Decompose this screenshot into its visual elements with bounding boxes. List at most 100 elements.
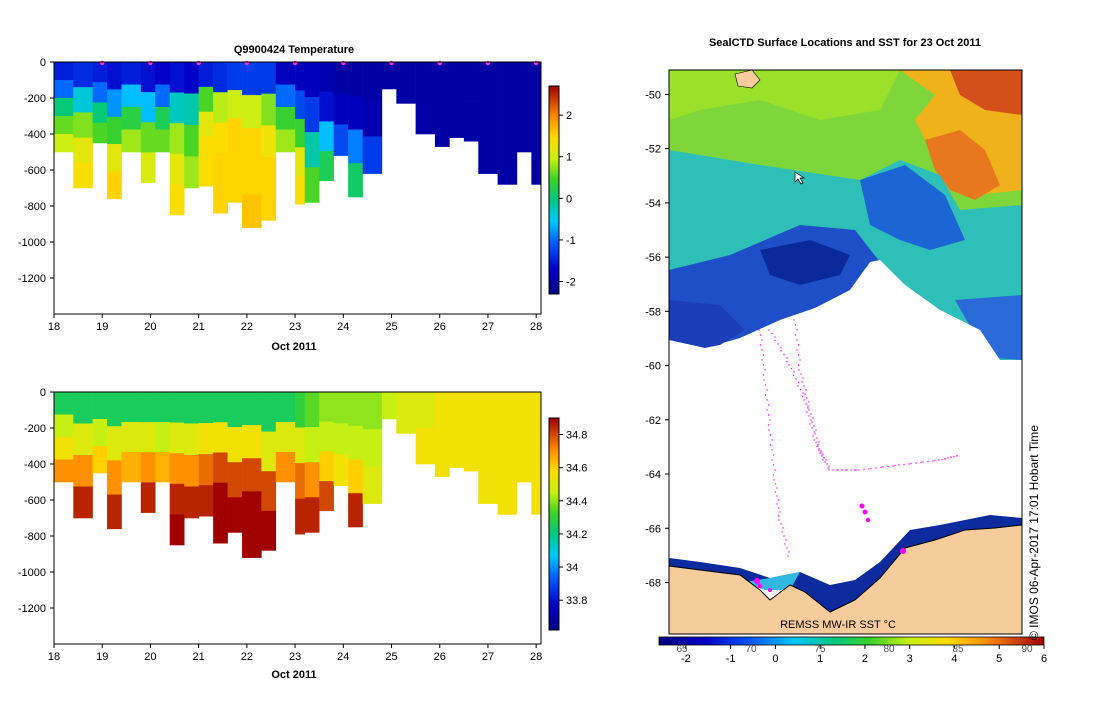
colorbar-tick-label: 34.6 [566, 463, 587, 475]
profile-cell [213, 482, 228, 514]
profile-cell [261, 188, 277, 221]
profile-cell [227, 392, 243, 428]
sst-colorbar [658, 636, 1045, 646]
x-tick-label: 28 [530, 321, 542, 333]
sst-colorbar-tick-label: 5 [996, 653, 1002, 665]
profile-cell [261, 392, 277, 432]
profile-cell [275, 422, 296, 453]
profile-cell [213, 62, 228, 93]
profile-cell [227, 146, 243, 175]
x-tick-label: 22 [241, 321, 253, 333]
profile-marker [341, 60, 346, 66]
profile-cell [213, 182, 228, 214]
profile-cell [304, 427, 320, 463]
colorbar-tick-label: 2 [566, 110, 572, 122]
track-dot [798, 369, 800, 371]
y-tick-label: 0 [40, 57, 46, 69]
profile-cell [213, 92, 228, 123]
profile-cell [295, 463, 306, 499]
sst-colorbar-tick-label: 1 [817, 653, 823, 665]
track-dot [774, 469, 776, 471]
profile-cell [121, 422, 142, 453]
profile-cell [213, 392, 228, 423]
profile-cell [463, 101, 479, 142]
track-dot [774, 336, 776, 338]
profile-cell [261, 93, 277, 126]
profile-cell [434, 392, 450, 435]
profile-cell [333, 423, 349, 455]
track-dot [892, 465, 894, 467]
track-dot [927, 460, 929, 463]
profile-cell [319, 451, 334, 482]
track-dot [805, 403, 807, 405]
profile-cell [261, 62, 277, 94]
sst-map-panel: SealCTD Surface Locations and SST for 23… [645, 37, 1047, 665]
track-dot [880, 466, 882, 469]
sst-orange-core [925, 130, 1000, 200]
profile-cell [155, 107, 171, 130]
track-dot [807, 407, 809, 409]
track-dot [944, 457, 946, 460]
track-dot [875, 467, 877, 469]
track-dot [762, 374, 765, 376]
profile-cell [73, 87, 93, 113]
profile-cell [242, 425, 262, 459]
profile-cell [348, 163, 363, 198]
temperature-title: Q9900424 Temperature [234, 44, 354, 56]
profile-cell [184, 486, 199, 519]
track-dot [767, 424, 770, 426]
temperature-colorbar [548, 85, 560, 295]
map-title: SealCTD Surface Locations and SST for 23… [709, 37, 981, 49]
profile-cell [362, 136, 383, 174]
profile-cell [478, 447, 498, 504]
track-dot [797, 364, 800, 366]
track-dot [811, 421, 813, 423]
track-dot [772, 454, 775, 456]
profile-cell [531, 392, 541, 454]
track-dot [810, 419, 812, 421]
antarctica-land [669, 524, 1022, 634]
profile-cell [213, 512, 228, 544]
track-dot [854, 469, 856, 471]
track-dot [805, 389, 807, 391]
profile-cell [449, 392, 465, 431]
track-dot [828, 465, 830, 467]
profile-cell [275, 62, 296, 85]
lat-tick-label: -66 [645, 523, 661, 535]
salinity-colorbar-ticks: 34.8 34.6 34.4 34.2 34 33.8 [559, 430, 587, 607]
lat-tick-label: -68 [645, 577, 661, 589]
map-frame [668, 69, 1023, 635]
track-dot [797, 385, 799, 387]
track-dot [818, 441, 820, 443]
x-tick-label: 25 [385, 651, 397, 663]
x-tick-label: 27 [482, 321, 494, 333]
track-dot [816, 437, 818, 439]
profile-cell [362, 392, 383, 430]
sst-colorbar-tick-label: 3 [907, 653, 913, 665]
track-dot [780, 523, 782, 525]
track-dot [771, 332, 773, 335]
profile-cell [242, 491, 262, 525]
profile-cell [169, 453, 185, 485]
track-dot [806, 411, 808, 413]
track-dot [910, 462, 912, 465]
track-dot [774, 491, 777, 493]
track-dot [769, 419, 771, 421]
profile-cell [169, 62, 185, 93]
profile-cell [531, 453, 541, 515]
profile-cell [54, 80, 74, 99]
location-marker [859, 503, 865, 509]
temperature-cells [54, 62, 541, 228]
seal-tracks [758, 319, 958, 557]
profile-cell [333, 392, 349, 424]
profile-cell [304, 497, 320, 533]
profile-cell [227, 118, 243, 147]
profile-marker [485, 60, 491, 66]
track-dot [787, 555, 789, 557]
colorbar-tick-label: 34.2 [566, 529, 587, 541]
track-dot [771, 449, 773, 451]
profile-cell [54, 98, 74, 117]
track-dot [761, 359, 763, 361]
profile-cell [319, 62, 334, 92]
track-dot [793, 319, 795, 321]
